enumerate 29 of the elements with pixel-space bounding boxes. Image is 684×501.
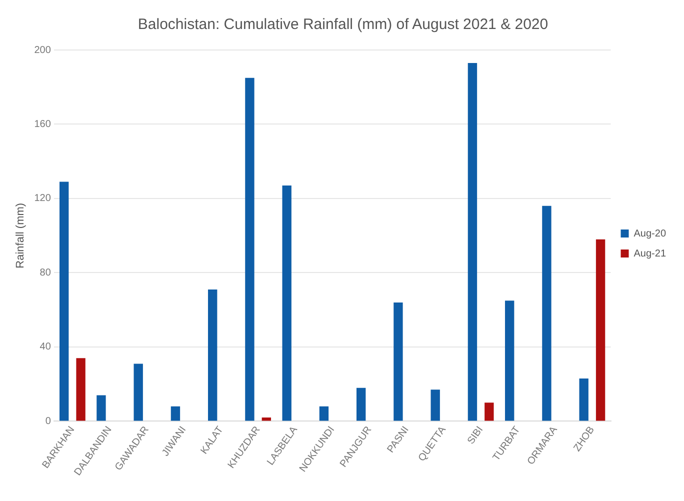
y-tick-label: 200 [34,44,52,56]
bar [208,289,218,421]
y-tick-label: 120 [34,193,52,204]
legend-label: Aug-20 [634,228,666,240]
bar [60,182,69,421]
bar [504,300,514,421]
chart-title: Balochistan: Cumulative Rainfall (mm) of August 2021 & 2020 [138,16,548,34]
bar [134,364,143,421]
bar [430,390,440,421]
y-tick-label: 0 [45,416,52,427]
bar [484,402,494,421]
bar [356,388,366,421]
bar [542,206,552,421]
legend-label: Aug-21 [634,248,666,260]
y-axis-title: Rainfall (mm) [14,202,27,268]
y-tick-label: 160 [34,118,52,130]
bar [596,239,606,421]
bar [282,186,292,421]
bar [262,418,272,421]
bar [245,78,254,421]
bar [76,358,86,421]
bar [319,406,329,421]
y-tick-label: 40 [40,342,52,353]
bar [579,378,588,421]
bar [468,62,478,421]
bar [170,406,180,421]
y-tick-label: 80 [40,267,52,278]
bar [394,302,403,421]
bar [96,395,106,421]
